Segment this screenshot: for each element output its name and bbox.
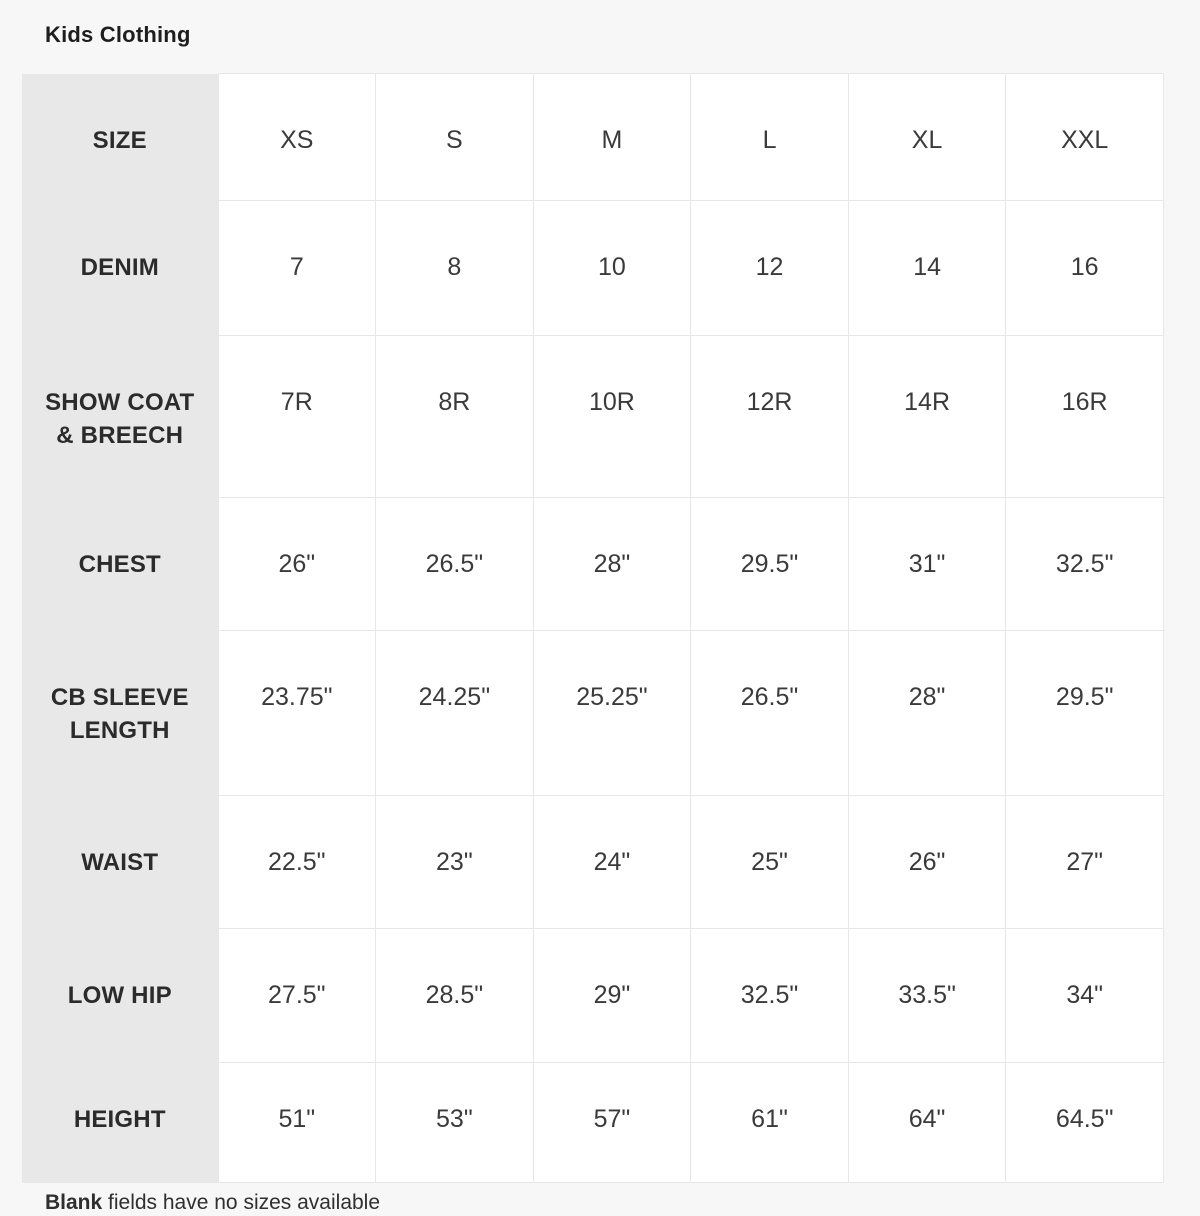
cell-denim-s: 8 [375, 200, 534, 336]
cell-chest-m: 28" [532, 497, 692, 631]
cell-sleeve-xxl: 29.5" [1005, 630, 1164, 796]
cell-waist-xs: 22.5" [217, 795, 377, 929]
cell-lowhip-s: 28.5" [375, 928, 534, 1063]
cell-sleeve-l: 26.5" [690, 630, 849, 796]
footnote-bold-word: Blank [45, 1191, 103, 1214]
cell-lowhip-xs: 27.5" [217, 928, 377, 1063]
row-low-hip: LOW HIP 27.5" 28.5" 29" 32.5" 33.5" 34" [22, 928, 1164, 1063]
cell-waist-m: 24" [532, 795, 692, 929]
column-header-size: SIZE [22, 73, 218, 201]
cell-height-l: 61" [690, 1062, 849, 1183]
cell-denim-xs: 7 [217, 200, 377, 336]
cell-lowhip-m: 29" [532, 928, 692, 1063]
cell-showcoat-xl: 14R [847, 335, 1007, 498]
cell-sleeve-xs: 23.75" [217, 630, 377, 796]
cell-sleeve-s: 24.25" [375, 630, 534, 796]
page-title: Kids Clothing [45, 22, 191, 47]
row-denim: DENIM 7 8 10 12 14 16 [22, 200, 1164, 336]
cell-height-xs: 51" [217, 1062, 377, 1183]
cell-sleeve-m: 25.25" [532, 630, 692, 796]
row-label-height: HEIGHT [22, 1062, 218, 1183]
cell-showcoat-s: 8R [375, 335, 534, 498]
cell-showcoat-xs: 7R [217, 335, 377, 498]
kids-clothing-size-table: SIZE XS S M L XL XXL DENIM 7 8 10 12 14 … [22, 73, 1164, 1183]
cell-height-xl: 64" [847, 1062, 1007, 1183]
cell-denim-m: 10 [532, 200, 692, 336]
cell-denim-xl: 14 [847, 200, 1007, 336]
cell-chest-xs: 26" [217, 497, 377, 631]
row-waist: WAIST 22.5" 23" 24" 25" 26" 27" [22, 795, 1164, 929]
cell-chest-xxl: 32.5" [1005, 497, 1164, 631]
cell-height-xxl: 64.5" [1005, 1062, 1164, 1183]
cell-waist-xl: 26" [847, 795, 1007, 929]
column-header-xs: XS [217, 73, 377, 201]
cell-lowhip-xl: 33.5" [847, 928, 1007, 1063]
row-chest: CHEST 26" 26.5" 28" 29.5" 31" 32.5" [22, 497, 1164, 631]
cell-chest-s: 26.5" [375, 497, 534, 631]
column-header-m: M [532, 73, 692, 201]
cell-chest-l: 29.5" [690, 497, 849, 631]
row-cb-sleeve-length: CB SLEEVE LENGTH 23.75" 24.25" 25.25" 26… [22, 630, 1164, 796]
row-label-waist: WAIST [22, 795, 218, 929]
row-label-chest: CHEST [22, 497, 218, 631]
cell-denim-l: 12 [690, 200, 849, 336]
row-label-show-coat-breech: SHOW COAT & BREECH [22, 335, 218, 498]
column-header-s: S [375, 73, 534, 201]
table-footnote: Blank fields have no sizes available [45, 1190, 380, 1216]
footnote-text: fields have no sizes available [102, 1191, 381, 1214]
cell-showcoat-xxl: 16R [1005, 335, 1164, 498]
header-row: SIZE XS S M L XL XXL [22, 73, 1164, 201]
row-label-low-hip: LOW HIP [22, 928, 218, 1063]
cell-height-s: 53" [375, 1062, 534, 1183]
column-header-xxl: XXL [1005, 73, 1164, 201]
column-header-xl: XL [847, 73, 1007, 201]
cell-sleeve-xl: 28" [847, 630, 1007, 796]
cell-height-m: 57" [532, 1062, 692, 1183]
cell-showcoat-m: 10R [532, 335, 692, 498]
cell-waist-s: 23" [375, 795, 534, 929]
cell-lowhip-l: 32.5" [690, 928, 849, 1063]
cell-chest-xl: 31" [847, 497, 1007, 631]
cell-waist-l: 25" [690, 795, 849, 929]
cell-denim-xxl: 16 [1005, 200, 1164, 336]
row-height: HEIGHT 51" 53" 57" 61" 64" 64.5" [22, 1062, 1164, 1183]
column-header-l: L [690, 73, 849, 201]
cell-showcoat-l: 12R [690, 335, 849, 498]
row-show-coat-breech: SHOW COAT & BREECH 7R 8R 10R 12R 14R 16R [22, 335, 1164, 498]
row-label-denim: DENIM [22, 200, 218, 336]
cell-lowhip-xxl: 34" [1005, 928, 1164, 1063]
row-label-cb-sleeve-length: CB SLEEVE LENGTH [22, 630, 218, 796]
cell-waist-xxl: 27" [1005, 795, 1164, 929]
